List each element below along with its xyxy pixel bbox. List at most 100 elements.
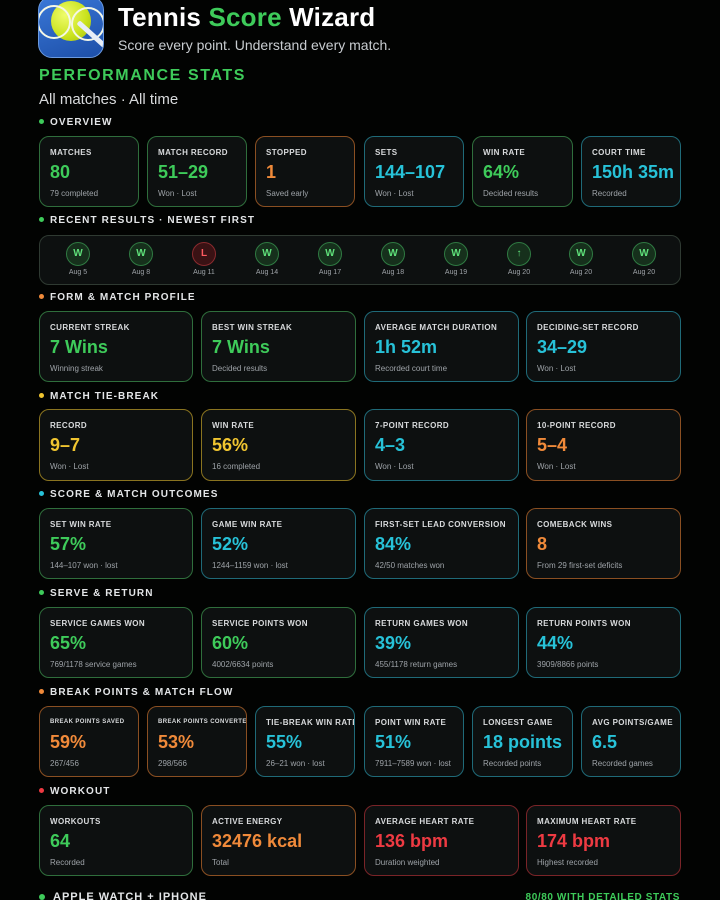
stat-caption: 455/1178 return games: [375, 660, 458, 669]
result-date: Aug 5: [68, 269, 88, 276]
result-item[interactable]: W Aug 17: [310, 242, 350, 276]
stat-card-court-time[interactable]: COURT TIME 150h 35m Recorded: [581, 136, 681, 207]
stat-card-workouts[interactable]: WORKOUTS 64 Recorded: [39, 805, 193, 876]
stat-caption: Total: [212, 858, 229, 867]
filter-label[interactable]: All matches · All time: [39, 91, 179, 108]
stat-card-game-win-rate[interactable]: GAME WIN RATE 52% 1244–1159 won · lost: [201, 508, 356, 579]
stat-caption: Recorded court time: [375, 364, 448, 373]
result-item[interactable]: W Aug 8: [121, 242, 161, 276]
stat-label: BREAK POINTS CONVERTED: [158, 719, 247, 725]
result-item[interactable]: W Aug 19: [436, 242, 476, 276]
stat-label: FIRST-SET LEAD CONVERSION: [375, 520, 506, 529]
stat-label: SERVICE POINTS WON: [212, 619, 308, 628]
stat-value: 5–4: [537, 435, 568, 455]
stat-caption: Recorded: [50, 858, 85, 867]
stat-card-set-win-rate[interactable]: SET WIN RATE 57% 144–107 won · lost: [39, 508, 193, 579]
result-item[interactable]: ↑ Aug 20: [499, 242, 539, 276]
stat-card-win-rate[interactable]: WIN RATE 56% 16 completed: [201, 409, 356, 481]
stat-card-sets[interactable]: SETS 144–107 Won · Lost: [364, 136, 464, 207]
stat-label: AVERAGE HEART RATE: [375, 817, 475, 826]
stat-label: CURRENT STREAK: [50, 323, 130, 332]
stat-value: 34–29: [537, 337, 588, 357]
stat-caption: From 29 first-set deficits: [537, 561, 623, 570]
stat-label: RETURN POINTS WON: [537, 619, 631, 628]
page-title: PERFORMANCE STATS: [39, 67, 247, 84]
stat-card-active-energy[interactable]: ACTIVE ENERGY 32476 kcal Total: [201, 805, 356, 876]
result-badge: W: [66, 242, 90, 266]
app-title: Tennis Score Wizard: [118, 2, 376, 32]
recent-results-strip: W Aug 5 W Aug 8 L Aug 11 W Aug 14 W Aug 17 W Aug 18…: [39, 235, 681, 285]
stat-card-break-points-converted[interactable]: BREAK POINTS CONVERTED 53% 298/566: [147, 706, 247, 777]
section-break-points: BREAK POINTS & MATCH FLOW: [39, 687, 233, 698]
stat-label: COURT TIME: [592, 148, 646, 157]
stat-card-service-points-won[interactable]: SERVICE POINTS WON 60% 4002/6634 points: [201, 607, 356, 678]
stat-card-return-points-won[interactable]: RETURN POINTS WON 44% 3909/8866 points: [526, 607, 681, 678]
stat-caption: 769/1178 service games: [50, 660, 137, 669]
stat-card-return-games-won[interactable]: RETURN GAMES WON 39% 455/1178 return games: [364, 607, 519, 678]
stat-value: 7 Wins: [212, 337, 270, 357]
stat-card-maximum-heart-rate[interactable]: MAXIMUM HEART RATE 174 bpm Highest recorde…: [526, 805, 681, 876]
section-dot-icon: [39, 894, 45, 900]
section-dot-icon: [39, 788, 44, 793]
stat-label: BEST WIN STREAK: [212, 323, 293, 332]
result-item[interactable]: W Aug 20: [624, 242, 664, 276]
result-badge: W: [569, 242, 593, 266]
result-item[interactable]: W Aug 5: [58, 242, 98, 276]
section-dot-icon: [39, 393, 44, 398]
stat-caption: Recorded points: [483, 759, 542, 768]
stat-card-stopped[interactable]: STOPPED 1 Saved early: [255, 136, 355, 207]
stat-card-point-win-rate[interactable]: POINT WIN RATE 51% 7911–7589 won · lost: [364, 706, 464, 777]
section-dot-icon: [39, 119, 44, 124]
section-dot-icon: [39, 689, 44, 694]
result-item[interactable]: W Aug 18: [373, 242, 413, 276]
stat-value: 32476 kcal: [212, 831, 303, 851]
stat-caption: Decided results: [212, 364, 268, 373]
stat-card-first-set-lead-conversion[interactable]: FIRST-SET LEAD CONVERSION 84% 42/50 matche…: [364, 508, 519, 579]
stat-card-avg-points-game[interactable]: AVG POINTS/GAME 6.5 Recorded games: [581, 706, 681, 777]
stat-caption: Decided results: [483, 189, 539, 198]
stat-card-average-heart-rate[interactable]: AVERAGE HEART RATE 136 bpm Duration weight…: [364, 805, 519, 876]
stat-label: RETURN GAMES WON: [375, 619, 469, 628]
section-tiebreak: MATCH TIE-BREAK: [39, 391, 159, 402]
stat-card-best-win-streak[interactable]: BEST WIN STREAK 7 Wins Decided results: [201, 311, 356, 382]
stat-caption: Won · Lost: [537, 364, 576, 373]
stat-caption: 16 completed: [212, 462, 261, 471]
stat-card-longest-game[interactable]: LONGEST GAME 18 points Recorded points: [472, 706, 573, 777]
result-item[interactable]: L Aug 11: [184, 242, 224, 276]
stat-value: 9–7: [50, 435, 81, 455]
result-item[interactable]: W Aug 14: [247, 242, 287, 276]
stat-card-comeback-wins[interactable]: COMEBACK WINS 8 From 29 first-set deficits: [526, 508, 681, 579]
stat-card-average-match-duration[interactable]: AVERAGE MATCH DURATION 1h 52m Recorded cou…: [364, 311, 519, 382]
stat-value: 65%: [50, 633, 87, 653]
stat-card-service-games-won[interactable]: SERVICE GAMES WON 65% 769/1178 service gam…: [39, 607, 193, 678]
result-badge: W: [632, 242, 656, 266]
app-header: Tennis Score Wizard Score every point. U…: [38, 0, 718, 62]
stat-caption: 79 completed: [50, 189, 99, 198]
stat-card-matches[interactable]: MATCHES 80 79 completed: [39, 136, 139, 207]
stat-card-tie-break-win-rate[interactable]: TIE-BREAK WIN RATE 55% 26–21 won · lost: [255, 706, 355, 777]
stat-card-7-point-record[interactable]: 7-POINT RECORD 4–3 Won · Lost: [364, 409, 519, 481]
stat-card-10-point-record[interactable]: 10-POINT RECORD 5–4 Won · Lost: [526, 409, 681, 481]
stat-card-current-streak[interactable]: CURRENT STREAK 7 Wins Winning streak: [39, 311, 193, 382]
result-item[interactable]: W Aug 20: [561, 242, 601, 276]
stat-card-match-record[interactable]: MATCH RECORD 51–29 Won · Lost: [147, 136, 247, 207]
stat-card-win-rate[interactable]: WIN RATE 64% Decided results: [472, 136, 573, 207]
stat-card-deciding-set-record[interactable]: DECIDING-SET RECORD 34–29 Won · Lost: [526, 311, 681, 382]
stat-caption: Recorded games: [592, 759, 653, 768]
stat-caption: Duration weighted: [375, 858, 440, 867]
stat-label: 7-POINT RECORD: [375, 421, 450, 430]
stat-caption: Winning streak: [50, 364, 103, 373]
stat-caption: 298/566: [158, 759, 187, 768]
stat-caption: Saved early: [266, 189, 309, 198]
stat-caption: Won · Lost: [375, 189, 414, 198]
section-outcomes: SCORE & MATCH OUTCOMES: [39, 489, 218, 500]
stat-card-break-points-saved[interactable]: BREAK POINTS SAVED 59% 267/456: [39, 706, 139, 777]
section-serve-return: SERVE & RETURN: [39, 588, 154, 599]
stat-value: 1h 52m: [375, 337, 438, 357]
stat-value: 53%: [158, 732, 195, 752]
stat-card-record[interactable]: RECORD 9–7 Won · Lost: [39, 409, 193, 481]
stat-caption: 3909/8866 points: [537, 660, 599, 669]
stat-label: COMEBACK WINS: [537, 520, 613, 529]
stat-caption: Highest recorded: [537, 858, 598, 867]
stat-caption: Won · Lost: [375, 462, 414, 471]
